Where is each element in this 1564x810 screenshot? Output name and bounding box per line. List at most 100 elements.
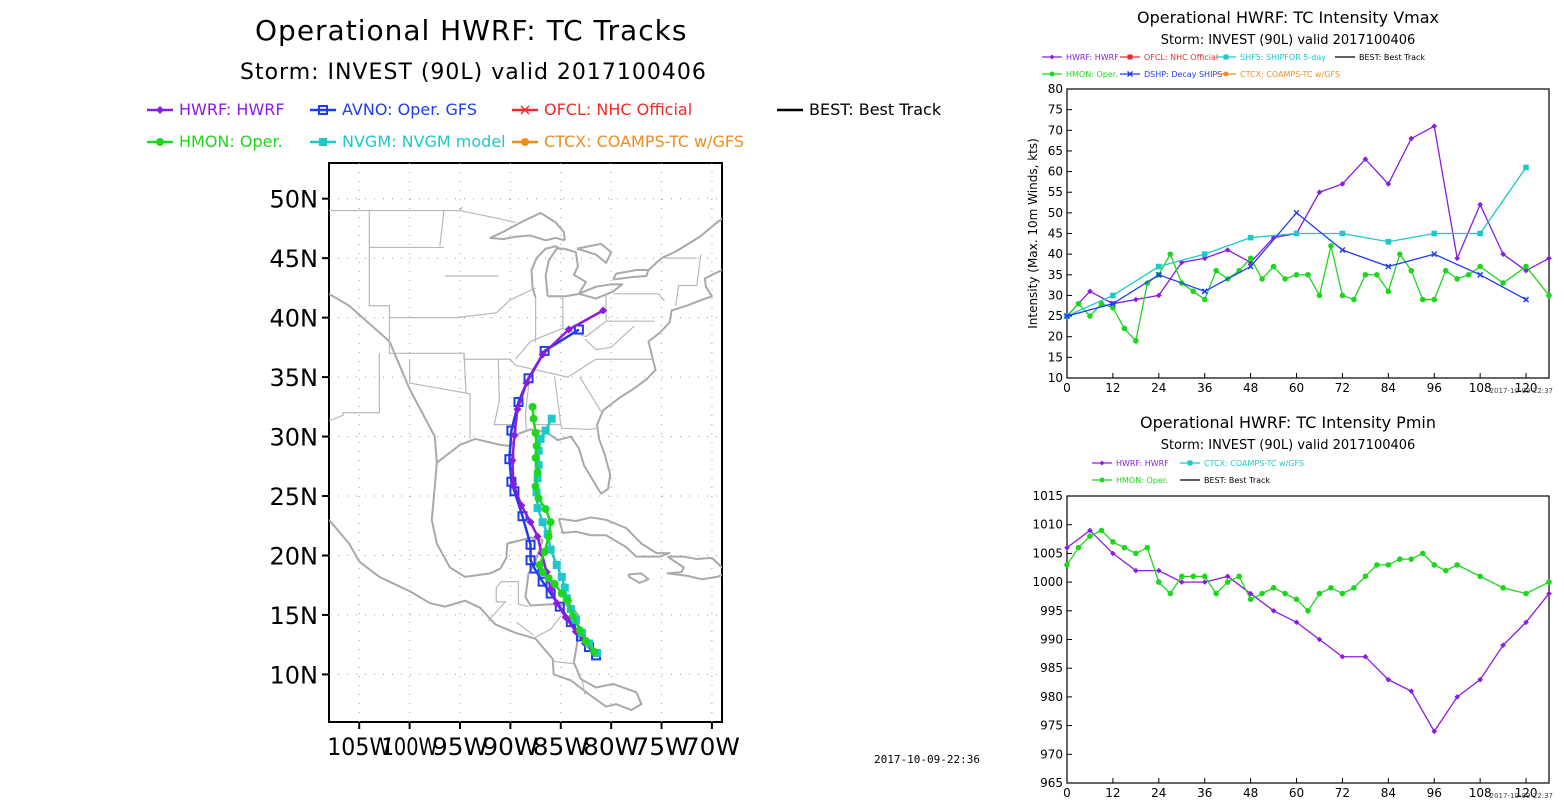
y-tick-label: 970	[1040, 747, 1063, 761]
x-tick-label: 36	[1197, 381, 1212, 395]
track-point	[547, 414, 556, 423]
vmax-timestamp: 2017-10-09-22:37	[1490, 387, 1553, 395]
series-point	[1098, 527, 1105, 534]
track-point	[581, 637, 590, 646]
legend-swatch	[512, 104, 538, 115]
y-tick-label: 60	[1048, 165, 1063, 179]
legend-marker	[1223, 54, 1229, 60]
series-point	[1351, 296, 1357, 303]
series-point	[1362, 573, 1369, 580]
series-point	[1133, 338, 1139, 344]
y-tick-label: 990	[1040, 633, 1063, 647]
series-point	[1201, 251, 1208, 257]
series-point	[1362, 653, 1369, 660]
tracks-subtitle: Storm: INVEST (90L) valid 2017100406	[240, 60, 707, 85]
border-line	[487, 581, 519, 622]
series-point	[1397, 251, 1403, 257]
lat-tick-label: 35N	[270, 364, 319, 392]
series-point	[1351, 585, 1357, 591]
series-point	[1500, 280, 1506, 286]
track-point	[546, 545, 555, 554]
track-point	[546, 518, 555, 527]
legend-entry-hmon: HMON: Oper.	[145, 131, 283, 152]
series-point	[1110, 539, 1116, 545]
track-point	[573, 324, 584, 335]
track-point	[532, 442, 541, 451]
legend-label: CTCX: COAMPS-TC w/GFS	[1240, 70, 1340, 79]
series-point	[1293, 209, 1300, 216]
series-point	[1316, 590, 1323, 597]
track-point	[537, 576, 548, 587]
vmax-ylabel: Intensity (Max. 10m Winds, kts)	[1026, 138, 1040, 329]
vmax-legend-entry: DSHP: Decay SHIPS	[1120, 70, 1222, 79]
x-tick-label: 96	[1427, 381, 1442, 395]
series-point	[1213, 267, 1219, 274]
vmax-legend-entry: HWRF: HWRF	[1042, 53, 1119, 62]
track-point	[513, 405, 522, 414]
coast-line	[489, 211, 566, 242]
y-tick-label: 30	[1048, 288, 1063, 302]
series-point	[1477, 230, 1483, 237]
series-point	[1201, 579, 1208, 585]
track-point	[508, 456, 517, 465]
series-point	[1201, 288, 1208, 295]
y-tick-label: 1000	[1032, 575, 1063, 589]
series-hwrf	[1064, 527, 1552, 735]
legend-label: BEST: Best Track	[1204, 476, 1270, 485]
legend-entry-ofcl: OFCL: NHC Official	[510, 99, 692, 120]
x-tick-label: 24	[1151, 381, 1166, 395]
track-point	[541, 426, 550, 435]
x-tick-label: 36	[1197, 786, 1212, 800]
series-line	[1066, 529, 1550, 733]
pmin-legend-entry: BEST: Best Track	[1180, 476, 1270, 485]
series-hwrf	[1064, 123, 1552, 319]
track-point	[560, 583, 569, 592]
series-point	[1293, 596, 1300, 603]
border-line	[517, 581, 529, 608]
lat-tick-label: 30N	[270, 424, 319, 452]
series-point	[1305, 608, 1311, 614]
y-tick-label: 70	[1048, 123, 1063, 137]
series-point	[1293, 271, 1300, 278]
series-point	[1408, 556, 1415, 562]
legend-marker	[521, 137, 529, 146]
track-point	[534, 494, 543, 503]
series-point	[1087, 313, 1093, 319]
track-point	[531, 482, 540, 491]
vmax-legend-entry: OFCL: NHC Official	[1120, 53, 1218, 62]
tracks-title: Operational HWRF: TC Tracks	[255, 14, 688, 47]
border-line	[463, 353, 467, 394]
legend-swatch	[147, 105, 173, 114]
series-point	[1339, 590, 1346, 597]
series-point	[1236, 573, 1242, 580]
track-line	[531, 406, 596, 653]
series-point	[1419, 550, 1426, 557]
series-line	[1066, 245, 1550, 343]
series-point	[1477, 263, 1483, 270]
pmin-legend-entry: HWRF: HWRF	[1092, 459, 1169, 468]
legend-marker	[319, 137, 327, 146]
series-point	[1500, 585, 1506, 591]
series-point	[1465, 271, 1472, 278]
y-tick-label: 25	[1048, 309, 1063, 323]
pmin-title: Operational HWRF: TC Intensity Pmin	[1140, 413, 1436, 432]
y-tick-label: 1005	[1032, 546, 1063, 560]
lon-tick-label: 85W	[533, 733, 589, 761]
legend-marker	[1049, 71, 1055, 77]
legend-swatch	[147, 137, 173, 146]
series-point	[1408, 135, 1415, 142]
vmax-legend-entry: BEST: Best Track	[1335, 53, 1425, 62]
series-point	[1247, 590, 1254, 597]
coast-line	[576, 242, 613, 264]
series-point	[1408, 267, 1415, 274]
y-tick-label: 10	[1048, 371, 1063, 385]
series-point	[1328, 585, 1334, 591]
track-point	[557, 572, 566, 581]
legend-label: BEST: Best Track	[1359, 53, 1425, 62]
border-line	[389, 287, 536, 319]
y-tick-label: 15	[1048, 350, 1063, 364]
legend-entry-best: BEST: Best Track	[775, 99, 941, 120]
series-point	[1087, 533, 1093, 539]
series-point	[1133, 550, 1139, 557]
lat-tick-label: 25N	[270, 483, 319, 511]
